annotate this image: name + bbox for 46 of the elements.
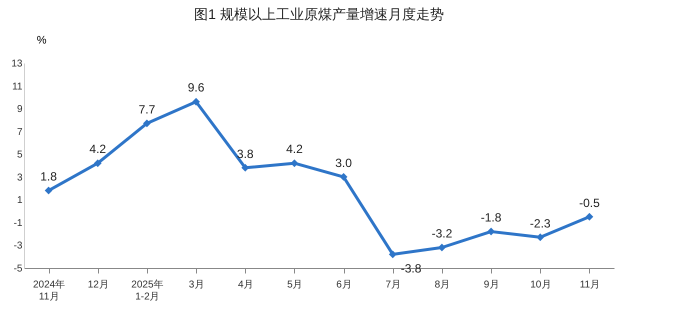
y-tick-label: 7 [16,126,23,138]
x-tick-label: 6月 [336,280,352,290]
point [586,212,594,221]
y-axis-title: % [36,34,47,46]
y-tick-label: 5 [16,150,23,161]
point [438,244,446,252]
x-tick-label: 12月 [88,280,109,290]
point [536,233,544,242]
y-tick-label: 11 [12,81,23,92]
data-label: -1.8 [480,210,502,225]
x-tick-label: 10月 [530,280,552,290]
data-label: -0.5 [579,196,600,210]
point [44,186,52,194]
point [340,173,348,181]
data-label: 3.8 [236,146,254,161]
y-tick-label: -1 [14,218,23,229]
x-tick-label: 2024年 11月 [32,278,66,302]
y-tick-label: -3 [14,240,23,252]
x-tick-label: 8月 [434,280,450,290]
y-tick-label: 1 [16,195,23,206]
data-label: 4.2 [89,142,106,156]
point [143,119,151,128]
y-tick-label: 3 [16,172,23,184]
data-label: 4.2 [286,142,304,156]
data-label: 7.7 [138,102,156,116]
point [94,159,102,168]
x-tick-label: 2025年 1-2月 [131,278,164,302]
chart-title: 图1 规模以上工业原煤产量增速月度走势 [194,6,444,22]
x-tick-label: 7月 [385,280,402,290]
x-tick-label: 3月 [188,280,204,290]
data-label: -3.2 [432,226,453,240]
x-tick-label: 5月 [287,280,303,290]
x-tick-label: 11月 [580,280,600,290]
data-label: -3.8 [400,261,422,276]
data-label: 9.6 [188,80,205,95]
data-label: 1.8 [40,170,58,184]
x-tick-label: 4月 [238,280,254,290]
point [487,228,495,236]
y-tick-label: 13 [11,58,23,70]
x-tick-label: 9月 [484,280,500,290]
point [192,98,200,106]
data-label: 3.0 [335,156,352,170]
y-tick-label: -5 [14,264,23,274]
data-label: -2.3 [530,216,551,230]
y-tick-label: 9 [16,104,23,116]
point [290,159,298,168]
